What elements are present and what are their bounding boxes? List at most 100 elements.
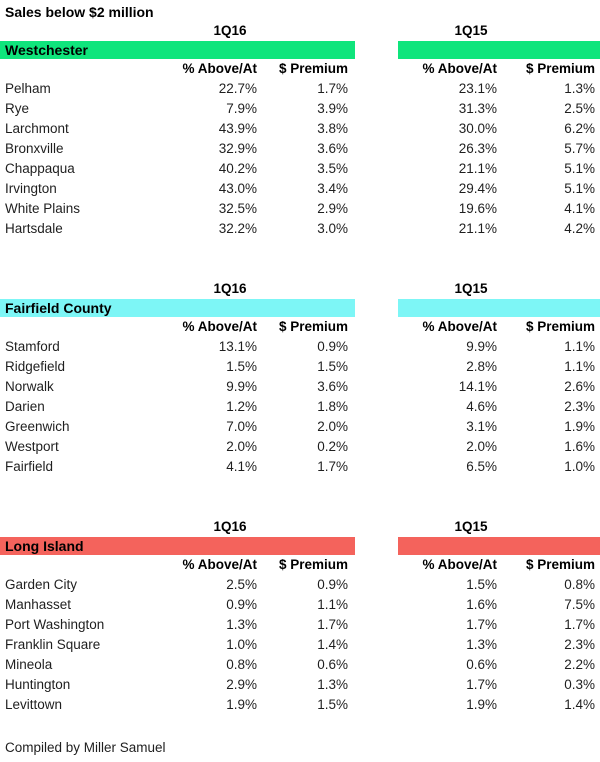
value-cell: 4.2% (564, 221, 595, 236)
place-name: Stamford (5, 339, 60, 354)
value-cell: 3.6% (317, 379, 348, 394)
value-cell: 1.4% (564, 697, 595, 712)
value-cell: 1.7% (317, 459, 348, 474)
value-cell: 1.3% (226, 617, 257, 632)
value-cell: 26.3% (458, 141, 497, 156)
spacer-cell (348, 357, 398, 377)
footer-credit: Compiled by Miller Samuel (5, 740, 166, 755)
table-row: Darien 1.2% 1.8% 4.6% 2.3% (0, 397, 600, 417)
page-title: Sales below $2 million (5, 4, 154, 20)
spacer-cell (348, 655, 398, 675)
value-cell: 2.5% (564, 101, 595, 116)
value-cell: 5.7% (564, 141, 595, 156)
value-cell: 32.2% (218, 221, 257, 236)
value-cell: 0.6% (466, 657, 497, 672)
value-cell: 0.6% (317, 657, 348, 672)
spacer-cell (0, 317, 130, 337)
value-cell: 2.5% (226, 577, 257, 592)
value-cell: 1.5% (317, 697, 348, 712)
section-name: Long Island (5, 538, 84, 554)
quarter-header-row: 1Q16 1Q15 (0, 519, 600, 537)
spacer-cell (348, 595, 398, 615)
value-cell: 1.7% (564, 617, 595, 632)
value-cell: 2.3% (564, 637, 595, 652)
section-header-bar-row: Westchester (0, 41, 600, 59)
spacer-cell (348, 337, 398, 357)
spacer-cell (348, 317, 398, 337)
spacer-cell (348, 79, 398, 99)
place-name: Rye (5, 101, 30, 116)
spacer-cell (348, 575, 398, 595)
section-name: Westchester (5, 42, 89, 58)
spacer-cell (348, 119, 398, 139)
value-cell: 1.7% (317, 617, 348, 632)
spacer-cell (348, 615, 398, 635)
value-cell: 1.9% (564, 419, 595, 434)
value-cell: 32.9% (218, 141, 257, 156)
place-name: Pelham (5, 81, 51, 96)
value-cell: 1.7% (466, 677, 497, 692)
section-name: Fairfield County (5, 300, 112, 316)
value-cell: 4.1% (564, 201, 595, 216)
table-row: Levittown 1.9% 1.5% 1.9% 1.4% (0, 695, 600, 715)
value-cell: 1.5% (226, 359, 257, 374)
col-header-premium-1q16: $ Premium (278, 319, 348, 334)
place-name: Huntington (5, 677, 71, 692)
value-cell: 43.9% (218, 121, 257, 136)
value-cell: 1.1% (564, 339, 595, 354)
value-cell: 0.9% (226, 597, 257, 612)
value-cell: 1.3% (466, 637, 497, 652)
table-row: Chappaqua 40.2% 3.5% 21.1% 5.1% (0, 159, 600, 179)
place-name: Manhasset (5, 597, 72, 612)
spacer-cell (348, 179, 398, 199)
value-cell: 0.8% (564, 577, 595, 592)
place-name: Hartsdale (5, 221, 63, 236)
value-cell: 2.8% (466, 359, 497, 374)
section-header-bar-right (398, 41, 600, 59)
table-row: Huntington 2.9% 1.3% 1.7% 0.3% (0, 675, 600, 695)
column-subheader-row: % Above/At $ Premium % Above/At $ Premiu… (0, 59, 600, 79)
place-name: Chappaqua (5, 161, 75, 176)
table-row: Irvington 43.0% 3.4% 29.4% 5.1% (0, 179, 600, 199)
place-name: Irvington (5, 181, 57, 196)
value-cell: 3.9% (317, 101, 348, 116)
spacer-cell (348, 139, 398, 159)
value-cell: 5.1% (564, 181, 595, 196)
value-cell: 23.1% (458, 81, 497, 96)
value-cell: 6.5% (466, 459, 497, 474)
table-row: Garden City 2.5% 0.9% 1.5% 0.8% (0, 575, 600, 595)
col-header-above-at-1q15: % Above/At (422, 319, 497, 334)
quarter-label-1q16: 1Q16 (213, 519, 247, 534)
spacer-cell (348, 377, 398, 397)
section-long-island: 1Q16 1Q15 Long Island % Above/At $ Premi… (0, 519, 600, 715)
quarter-header-row: 1Q16 1Q15 (0, 281, 600, 299)
value-cell: 2.0% (226, 439, 257, 454)
place-name: Greenwich (5, 419, 70, 434)
value-cell: 9.9% (226, 379, 257, 394)
column-subheader-row: % Above/At $ Premium % Above/At $ Premiu… (0, 555, 600, 575)
value-cell: 1.8% (317, 399, 348, 414)
col-header-premium-1q15: $ Premium (525, 557, 595, 572)
place-name: Fairfield (5, 459, 54, 474)
table-row: Stamford 13.1% 0.9% 9.9% 1.1% (0, 337, 600, 357)
value-cell: 0.2% (317, 439, 348, 454)
spacer-cell (0, 59, 130, 79)
value-cell: 40.2% (218, 161, 257, 176)
spacer-cell (348, 635, 398, 655)
spacer-cell (348, 555, 398, 575)
place-name: Franklin Square (5, 637, 101, 652)
column-subheader-row: % Above/At $ Premium % Above/At $ Premiu… (0, 317, 600, 337)
value-cell: 1.4% (317, 637, 348, 652)
value-cell: 7.9% (226, 101, 257, 116)
section-header-bar-row: Fairfield County (0, 299, 600, 317)
value-cell: 2.0% (317, 419, 348, 434)
table-row: Greenwich 7.0% 2.0% 3.1% 1.9% (0, 417, 600, 437)
value-cell: 1.3% (564, 81, 595, 96)
spacer-cell (348, 219, 398, 239)
value-cell: 1.1% (317, 597, 348, 612)
table-row: Pelham 22.7% 1.7% 23.1% 1.3% (0, 79, 600, 99)
value-cell: 2.9% (317, 201, 348, 216)
spacer-cell (348, 59, 398, 79)
value-cell: 1.7% (466, 617, 497, 632)
value-cell: 14.1% (458, 379, 497, 394)
